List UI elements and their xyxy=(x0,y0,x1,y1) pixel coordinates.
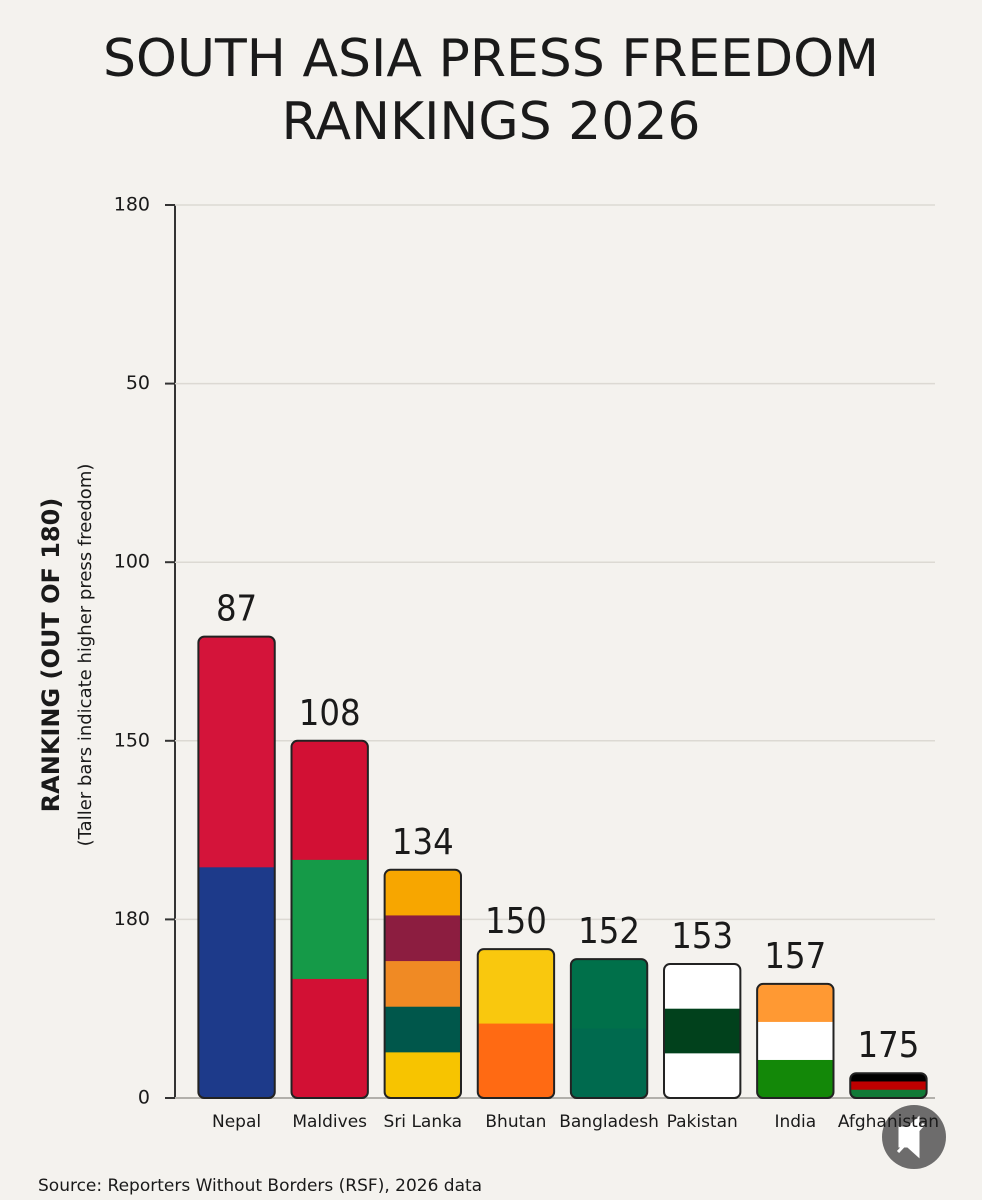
y-tick-label: 180 xyxy=(114,194,150,216)
flag-stripe xyxy=(291,859,368,980)
x-tick-label: India xyxy=(774,1112,816,1132)
value-label: 87 xyxy=(216,589,257,630)
flag-stripe xyxy=(757,1021,834,1061)
bar-group xyxy=(664,964,741,1098)
bar xyxy=(383,868,462,1099)
value-label: 152 xyxy=(578,911,640,952)
source-note: Source: Reporters Without Borders (RSF),… xyxy=(38,1176,482,1196)
flag-stripe xyxy=(477,1023,555,1099)
flag-stripe xyxy=(198,867,275,1098)
x-tick-label: Maldives xyxy=(292,1112,367,1132)
flag-stripe xyxy=(570,959,648,1030)
flag-stripe xyxy=(757,1059,834,1099)
bar xyxy=(197,635,276,1099)
flag-stripe xyxy=(384,1006,461,1054)
bar xyxy=(756,982,835,1100)
flag-stripe xyxy=(384,869,461,917)
flag-stripe xyxy=(850,1073,927,1083)
chart-subtitle: RANKINGS 2026 xyxy=(282,92,701,152)
value-label: 108 xyxy=(299,693,361,734)
mute-button[interactable] xyxy=(882,1105,946,1169)
value-label: 150 xyxy=(485,901,547,942)
bar-group xyxy=(291,740,368,1098)
bar xyxy=(663,963,742,1099)
flag-stripe xyxy=(664,1053,741,1098)
bar-group xyxy=(198,636,275,1098)
bar xyxy=(476,948,556,1100)
x-tick-label: Bhutan xyxy=(485,1112,546,1132)
bar xyxy=(569,958,649,1099)
bar-group xyxy=(850,1073,927,1099)
x-tick-label: Nepal xyxy=(212,1112,261,1132)
mute-icon xyxy=(896,1115,926,1159)
y-tick-label: 180 xyxy=(114,908,150,930)
bar-group xyxy=(477,949,555,1099)
flag-stripe xyxy=(757,983,834,1023)
x-tick-label: Bangladesh xyxy=(559,1112,659,1132)
chart-title: SOUTH ASIA PRESS FREEDOM xyxy=(103,29,879,89)
flag-stripe xyxy=(384,915,461,963)
bar-group xyxy=(757,983,834,1099)
y-tick-label: 100 xyxy=(114,551,150,573)
bar xyxy=(849,1072,928,1100)
flag-stripe xyxy=(384,1052,461,1098)
bar-group xyxy=(384,869,461,1098)
flag-stripe xyxy=(198,636,275,869)
flag-stripe xyxy=(664,964,741,1010)
flag-stripe xyxy=(291,740,368,861)
x-tick-label: Afghanistan xyxy=(838,1112,939,1132)
flag-stripe xyxy=(850,1081,927,1091)
y-tick-label: 0 xyxy=(138,1087,150,1109)
value-label: 175 xyxy=(858,1025,920,1066)
bar xyxy=(290,739,369,1099)
y-tick-label: 50 xyxy=(126,372,150,394)
x-tick-label: Pakistan xyxy=(667,1112,738,1132)
flag-stripe xyxy=(477,949,555,1025)
flag-stripe xyxy=(570,1028,648,1098)
bar-group xyxy=(570,959,648,1098)
flag-stripe xyxy=(664,1008,741,1055)
x-tick-label: Sri Lanka xyxy=(384,1112,463,1132)
value-label: 134 xyxy=(392,822,454,863)
y-axis-label: RANKING (OUT OF 180) xyxy=(37,498,65,813)
value-label: 157 xyxy=(764,936,826,977)
value-label: 153 xyxy=(671,916,733,957)
flag-stripe xyxy=(291,978,368,1098)
y-tick-label: 150 xyxy=(114,729,150,751)
y-axis-sublabel: (Taller bars indicate higher press freed… xyxy=(75,464,96,847)
flag-stripe xyxy=(384,961,461,1008)
flag-stripe xyxy=(850,1089,927,1099)
